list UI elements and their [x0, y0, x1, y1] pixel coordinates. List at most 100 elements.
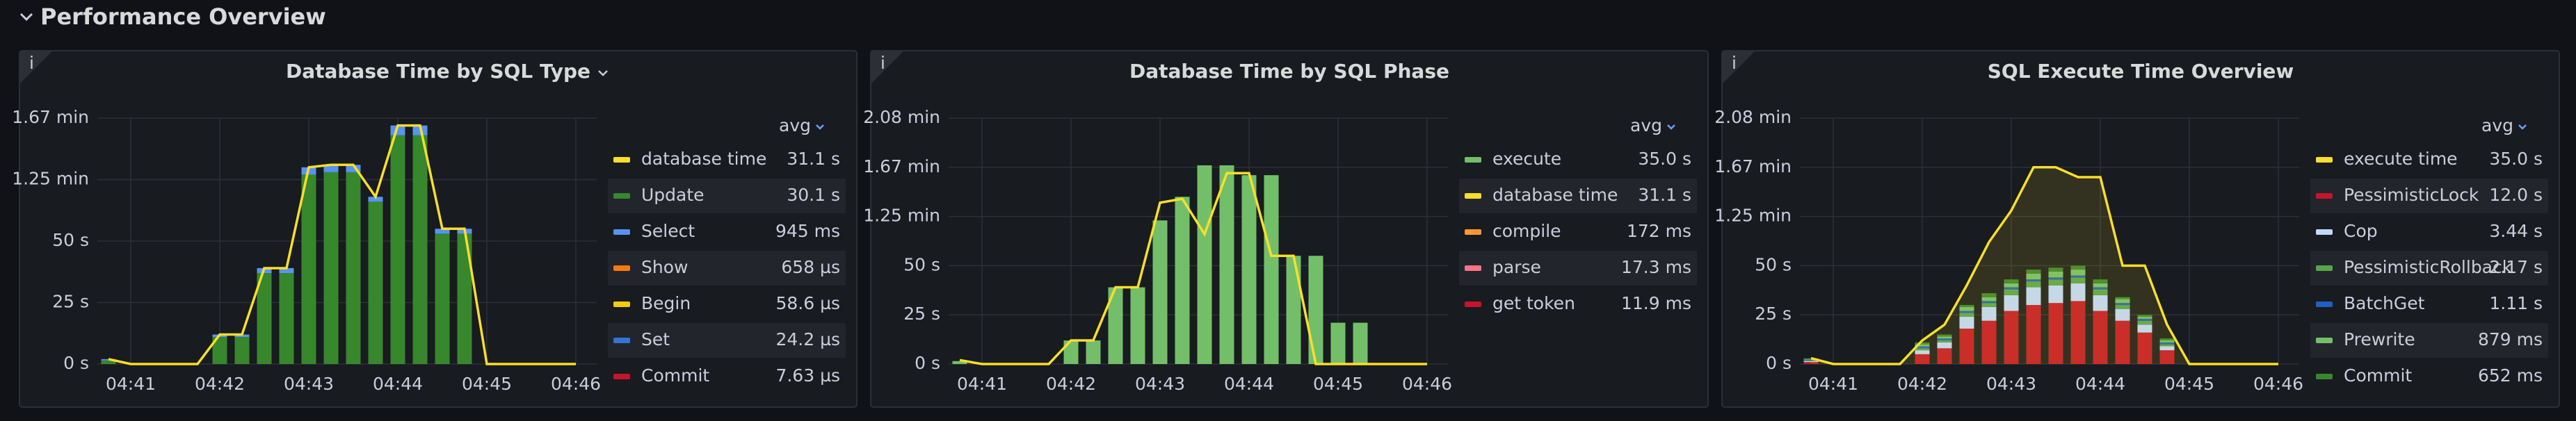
x-tick-label: 04:46: [551, 374, 601, 394]
bar: [2137, 320, 2152, 325]
legend-label[interactable]: Commit: [2344, 365, 2412, 386]
bar: [2004, 283, 2019, 288]
legend-value: 31.1 s: [787, 149, 840, 169]
info-corner: [19, 51, 53, 84]
bar: [2026, 305, 2041, 364]
bar: [1915, 346, 1930, 349]
bar: [1981, 320, 1997, 364]
bar: [2137, 317, 2152, 319]
legend-label[interactable]: database time: [641, 149, 766, 169]
legend-value: 30.1 s: [787, 185, 840, 205]
line: [108, 124, 576, 365]
bar: [1152, 220, 1168, 364]
bar: [368, 201, 383, 364]
panel-title[interactable]: Database Time by SQL Phase: [1129, 60, 1449, 83]
title-menu-icon[interactable]: [598, 70, 608, 76]
bar: [1330, 322, 1346, 364]
legend-row-bg: [2310, 179, 2548, 213]
bar: [2004, 287, 2019, 290]
legend-value: 879 ms: [2478, 329, 2543, 349]
x-tick-label: 04:46: [1402, 374, 1452, 394]
legend-label[interactable]: BatchGet: [2344, 293, 2425, 313]
section-title[interactable]: Performance Overview: [40, 3, 326, 30]
sort-icon[interactable]: [1667, 124, 1675, 130]
legend-swatch: [613, 157, 630, 163]
legend-label[interactable]: PessimisticLock: [2344, 185, 2479, 205]
bar: [2137, 332, 2152, 364]
legend-header[interactable]: avg: [779, 115, 811, 135]
bar: [412, 135, 428, 364]
panel: [1721, 50, 2560, 408]
legend-label[interactable]: Prewrite: [2344, 329, 2415, 349]
legend-row-bg: [608, 251, 846, 286]
bar: [1803, 362, 1819, 364]
bar: [1915, 354, 1930, 364]
legend-label[interactable]: Set: [641, 329, 670, 349]
bar: [1219, 165, 1234, 364]
bar: [1959, 311, 1974, 313]
legend-label[interactable]: database time: [1492, 185, 1618, 205]
bar: [1915, 350, 1930, 354]
legend-value: 11.9 ms: [1621, 293, 1691, 313]
bar: [2093, 289, 2108, 295]
bar: [1915, 344, 1930, 347]
legend-label[interactable]: parse: [1492, 257, 1541, 277]
panel-title[interactable]: Database Time by SQL Type: [286, 60, 590, 83]
bar: [390, 125, 405, 135]
x-tick-label: 04:41: [106, 374, 156, 394]
bar: [368, 197, 383, 202]
legend-swatch: [2316, 338, 2333, 343]
legend-label[interactable]: get token: [1492, 293, 1575, 313]
bar: [2026, 273, 2041, 280]
legend-label[interactable]: Update: [641, 185, 705, 205]
legend-swatch: [2316, 157, 2333, 163]
bar: [2048, 279, 2063, 286]
y-tick-label: 50 s: [903, 254, 940, 274]
bar: [1937, 340, 1952, 342]
bar: [1130, 287, 1145, 364]
legend-label[interactable]: Show: [641, 257, 688, 277]
legend-label[interactable]: Select: [641, 221, 695, 241]
legend-header[interactable]: avg: [1630, 115, 1662, 135]
bar: [1803, 359, 1819, 361]
panel: [870, 50, 1709, 408]
legend-label[interactable]: PessimisticRollback: [2344, 257, 2513, 277]
legend-label[interactable]: Begin: [641, 293, 691, 313]
y-tick-label: 1.25 min: [1714, 206, 1792, 226]
legend-value: 172 ms: [1627, 221, 1691, 241]
legend-label[interactable]: Commit: [641, 365, 709, 386]
bar: [1308, 256, 1323, 364]
legend-header[interactable]: avg: [2481, 115, 2513, 135]
y-tick-label: 25 s: [52, 292, 89, 312]
legend-label[interactable]: execute time: [2344, 149, 2458, 169]
bar: [101, 360, 116, 364]
bar: [2026, 270, 2041, 274]
bar: [2070, 265, 2086, 270]
line: [959, 172, 1427, 365]
legend-label[interactable]: compile: [1492, 221, 1561, 241]
sort-icon[interactable]: [2518, 124, 2527, 130]
legend-label[interactable]: execute: [1492, 149, 1561, 169]
bar: [1197, 165, 1212, 364]
x-tick-label: 04:45: [2164, 374, 2214, 394]
bar: [2115, 299, 2130, 304]
legend-row-bg: [608, 323, 846, 358]
bar: [1937, 342, 1952, 349]
bar: [2026, 287, 2041, 306]
y-tick-label: 0 s: [63, 353, 89, 373]
bar: [2048, 303, 2063, 364]
bar: [2093, 279, 2108, 283]
bar: [2115, 308, 2130, 321]
info-icon: i: [880, 53, 885, 73]
bar: [2048, 271, 2063, 278]
legend-label[interactable]: Cop: [2344, 221, 2378, 241]
collapse-icon[interactable]: [19, 13, 33, 22]
panel-title[interactable]: SQL Execute Time Overview: [1988, 60, 2294, 83]
line: [1810, 166, 2278, 365]
y-tick-label: 25 s: [1755, 304, 1792, 324]
bar: [2004, 289, 2019, 295]
sort-icon[interactable]: [816, 124, 824, 130]
y-tick-label: 0 s: [1766, 353, 1792, 373]
bar: [1959, 317, 1974, 329]
